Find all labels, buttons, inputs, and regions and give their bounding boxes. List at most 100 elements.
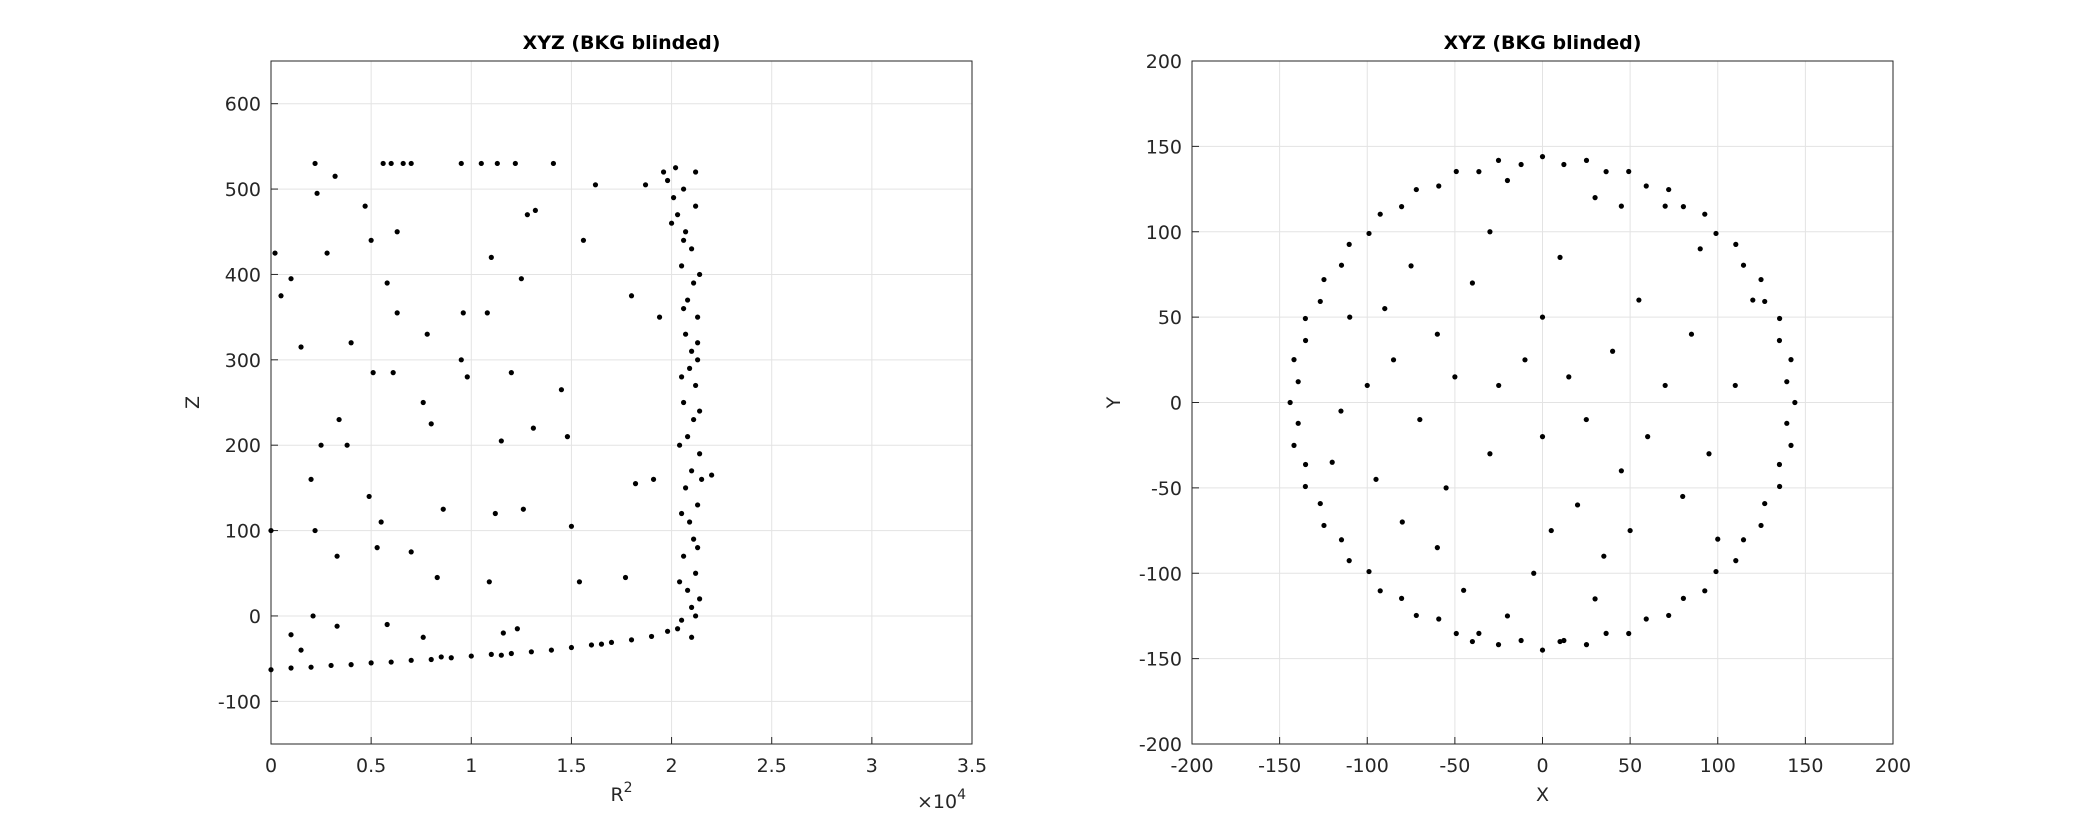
y-tick-label: 150 xyxy=(1146,136,1182,158)
point xyxy=(314,190,320,196)
point xyxy=(1366,568,1372,575)
point xyxy=(697,408,703,414)
point xyxy=(686,365,693,371)
point xyxy=(1338,262,1345,268)
y-axis-label: Z xyxy=(182,396,204,409)
point xyxy=(691,536,697,542)
point xyxy=(1702,588,1708,594)
point xyxy=(1697,246,1703,252)
point xyxy=(512,160,518,167)
point xyxy=(1377,211,1383,217)
point xyxy=(308,476,314,482)
chart-title: XYZ (BKG blinded) xyxy=(523,32,721,54)
point xyxy=(390,370,396,376)
point xyxy=(682,485,689,491)
point xyxy=(1548,527,1554,534)
point xyxy=(408,160,414,167)
point xyxy=(288,665,294,671)
point xyxy=(1557,638,1563,645)
x-tick-label: -200 xyxy=(1170,755,1213,777)
point xyxy=(268,527,274,534)
point xyxy=(344,442,350,448)
point xyxy=(310,613,316,619)
point xyxy=(334,553,340,559)
point xyxy=(1539,647,1546,653)
point xyxy=(1680,595,1687,601)
point xyxy=(1618,468,1624,474)
point xyxy=(622,574,629,581)
point xyxy=(1302,483,1308,490)
y-tick-label: 0 xyxy=(249,606,261,628)
point xyxy=(670,195,677,201)
point xyxy=(695,545,701,551)
point xyxy=(1476,630,1482,636)
point xyxy=(520,506,526,512)
point xyxy=(576,579,583,585)
x-tick-label: 3 xyxy=(866,755,878,777)
point xyxy=(664,177,671,184)
x-tick-label: 50 xyxy=(1618,755,1642,777)
y-tick-label: 600 xyxy=(225,94,261,116)
point xyxy=(336,416,342,423)
point xyxy=(678,617,685,623)
point xyxy=(508,650,514,657)
point xyxy=(680,237,687,243)
point xyxy=(1706,451,1712,457)
point xyxy=(1476,169,1482,175)
point xyxy=(1453,630,1459,637)
point xyxy=(1680,204,1687,210)
point xyxy=(428,421,434,427)
point xyxy=(1295,379,1301,385)
x-axis-label-text: X xyxy=(1536,784,1549,806)
point xyxy=(458,160,464,167)
point xyxy=(288,276,294,282)
point xyxy=(1443,485,1449,491)
point xyxy=(632,481,639,487)
point xyxy=(524,212,530,218)
point xyxy=(1452,374,1458,380)
point xyxy=(672,165,679,171)
point xyxy=(1321,522,1327,529)
point xyxy=(689,246,695,252)
x-tick-label: 0 xyxy=(1536,755,1548,777)
point xyxy=(478,160,484,167)
point xyxy=(1643,616,1649,622)
point xyxy=(328,662,334,669)
point xyxy=(1776,461,1783,468)
point xyxy=(408,657,414,663)
point xyxy=(684,587,691,593)
point xyxy=(1366,230,1372,237)
point xyxy=(1373,476,1379,482)
point xyxy=(550,160,557,167)
point xyxy=(1603,169,1609,175)
point xyxy=(1662,203,1668,209)
point xyxy=(1636,297,1642,303)
point xyxy=(676,442,683,448)
point xyxy=(492,510,498,517)
point xyxy=(1688,331,1695,337)
point xyxy=(438,654,444,660)
point xyxy=(1788,357,1794,363)
point xyxy=(680,399,687,406)
point xyxy=(1702,211,1708,217)
point xyxy=(1321,276,1327,283)
point xyxy=(368,660,374,666)
point xyxy=(1364,382,1370,389)
point xyxy=(564,434,571,440)
point xyxy=(1561,161,1567,168)
point xyxy=(1302,461,1309,468)
point xyxy=(1583,157,1590,163)
point xyxy=(1713,568,1719,575)
point xyxy=(558,387,565,393)
point xyxy=(680,186,687,192)
point xyxy=(434,574,440,581)
point xyxy=(514,626,520,632)
point xyxy=(460,310,466,316)
point xyxy=(674,626,681,632)
point xyxy=(1417,416,1423,423)
point xyxy=(394,310,400,316)
point xyxy=(1680,493,1686,500)
point xyxy=(1434,331,1440,337)
x-tick-label: -50 xyxy=(1439,755,1470,777)
